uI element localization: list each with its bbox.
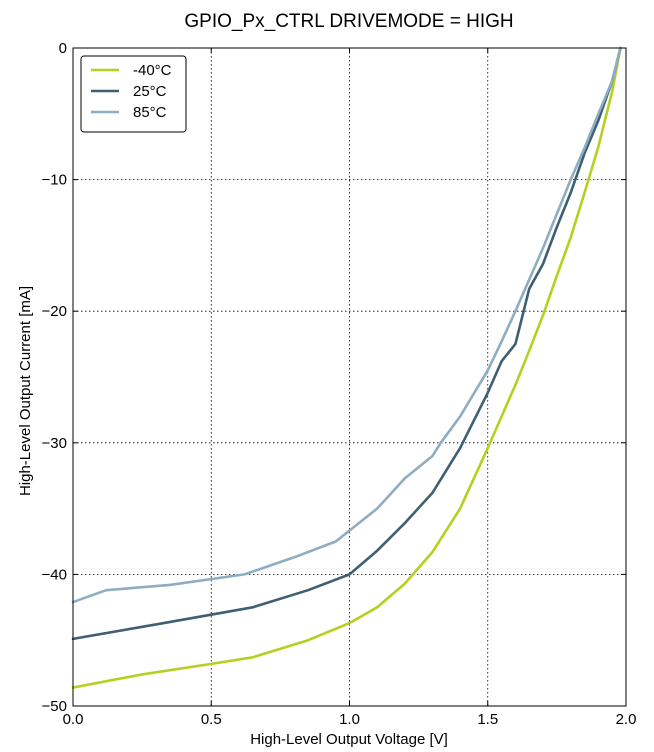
x-tick-label: 0.0 [63, 711, 84, 728]
legend: -40°C 25°C 85°C [80, 55, 187, 133]
series-line-1 [71, 46, 622, 641]
series-lines [71, 46, 622, 689]
axis-ticks: 0.0 0.5 1.0 1.5 2.0 0 −10 −20 −30 −40 −50 [42, 40, 637, 728]
x-tick-label: 1.0 [339, 711, 360, 728]
y-tick-label: 0 [59, 40, 67, 57]
series-line-0 [71, 46, 622, 689]
y-axis-label: High-Level Output Current [mA] [17, 286, 34, 496]
series-line-2 [71, 46, 622, 604]
x-tick-label: 0.5 [201, 711, 222, 728]
y-tick-label: −10 [42, 172, 67, 189]
y-tick-label: −30 [42, 435, 67, 452]
legend-label-0: -40°C [133, 62, 172, 79]
grid-lines [73, 48, 626, 706]
x-tick-label: 2.0 [616, 711, 637, 728]
chart-title: GPIO_Px_CTRL DRIVEMODE = HIGH [184, 11, 513, 32]
legend-label-2: 85°C [133, 104, 167, 121]
x-axis-label: High-Level Output Voltage [V] [250, 731, 448, 748]
y-tick-label: −50 [42, 698, 67, 715]
y-tick-label: −20 [42, 303, 67, 320]
y-tick-label: −40 [42, 566, 67, 583]
x-tick-label: 1.5 [477, 711, 498, 728]
legend-label-1: 25°C [133, 83, 167, 100]
